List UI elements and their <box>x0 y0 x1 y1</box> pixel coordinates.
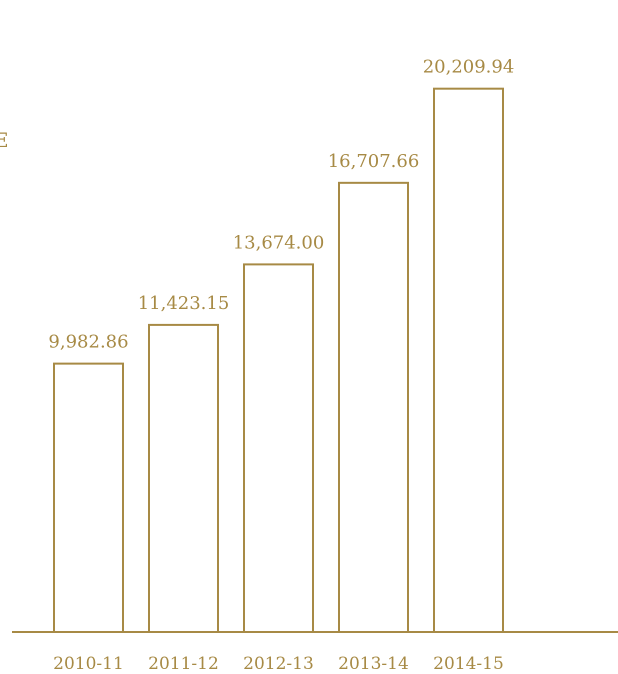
value-label-2010-11: 9,982.86 <box>48 332 128 353</box>
value-label-2011-12: 11,423.15 <box>138 293 230 314</box>
value-label-2012-13: 13,674.00 <box>233 232 325 253</box>
bar-2012-13 <box>243 263 314 633</box>
x-tick-label-2012-13: 2012-13 <box>243 654 314 674</box>
value-labels-layer: 9,982.86 11,423.15 13,674.00 16,707.66 20,20… <box>48 57 514 353</box>
x-tick-label-2011-12: 2011-12 <box>148 654 219 674</box>
x-tick-label-2014-15: 2014-15 <box>433 654 504 674</box>
x-tick-labels-layer: 2010-11 2011-12 2012-13 2013-14 2014-15 <box>53 654 504 674</box>
value-label-2013-14: 16,707.66 <box>328 151 420 172</box>
x-tick-label-2010-11: 2010-11 <box>53 654 124 674</box>
x-tick-label-2013-14: 2013-14 <box>338 654 409 674</box>
bar-2010-11 <box>53 362 124 633</box>
bar-2014-15 <box>433 87 504 633</box>
value-label-2014-15: 20,209.94 <box>423 57 515 78</box>
bars-layer <box>53 87 504 633</box>
clipped-side-text: E <box>0 128 9 152</box>
bar-2013-14 <box>338 181 409 633</box>
bar-2011-12 <box>148 323 219 633</box>
